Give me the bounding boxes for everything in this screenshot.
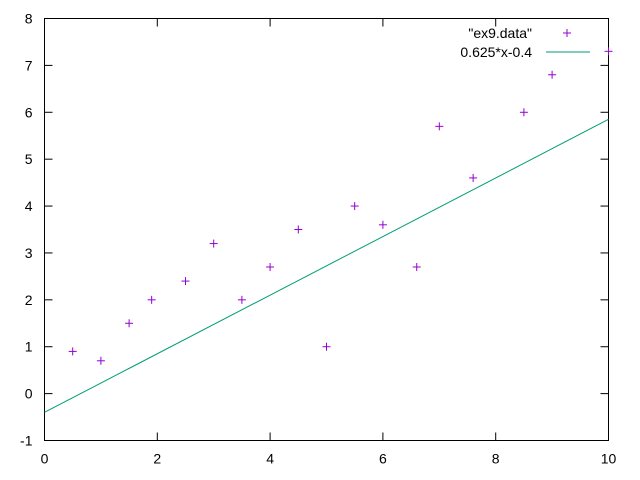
y-tick-label: 7 [25, 57, 33, 73]
scatter-point [469, 173, 478, 182]
scatter-point [604, 47, 613, 56]
x-tick-label: 8 [492, 451, 500, 467]
tick-labels: 0 2 4 6 8 10 -1 0 1 2 3 4 5 6 7 8 [20, 11, 616, 467]
fit-line [44, 118, 609, 413]
axis-ticks [44, 18, 609, 441]
y-tick-label: -1 [20, 433, 33, 449]
y-tick-label: 3 [25, 245, 33, 261]
y-tick-label: 2 [25, 292, 33, 308]
x-tick-label: 0 [41, 451, 49, 467]
scatter-point [237, 295, 246, 304]
y-tick-label: 6 [25, 104, 33, 120]
legend-marker-plus [563, 29, 571, 37]
scatter-point [322, 342, 331, 351]
scatter-point [181, 277, 190, 286]
scatter-point [350, 202, 359, 211]
x-tick-label: 4 [266, 451, 274, 467]
scatter-point [96, 356, 105, 365]
legend: "ex9.data" 0.625*x-0.4 [460, 25, 590, 60]
scatter-point [209, 239, 218, 248]
y-tick-label: 8 [25, 11, 33, 27]
scatter-point [68, 347, 77, 356]
plot-border [44, 18, 609, 441]
y-tick-label: 4 [25, 198, 33, 214]
y-tick-label: 1 [25, 339, 33, 355]
series-layer [44, 47, 613, 413]
scatter-point [294, 225, 303, 234]
x-tick-label: 10 [601, 451, 617, 467]
scatter-point [378, 220, 387, 229]
legend-label: "ex9.data" [468, 25, 532, 41]
x-tick-label: 6 [379, 451, 387, 467]
scatter-point [548, 70, 557, 79]
y-tick-label: 5 [25, 151, 33, 167]
scatter-point [412, 263, 421, 272]
scatter-point [435, 122, 444, 131]
scatter-point [147, 295, 156, 304]
legend-label: 0.625*x-0.4 [460, 44, 532, 60]
x-tick-label: 2 [153, 451, 161, 467]
scatter-point [519, 108, 528, 117]
scatter-point [266, 263, 275, 272]
scatter-point [125, 319, 134, 328]
y-tick-label: 0 [25, 386, 33, 402]
